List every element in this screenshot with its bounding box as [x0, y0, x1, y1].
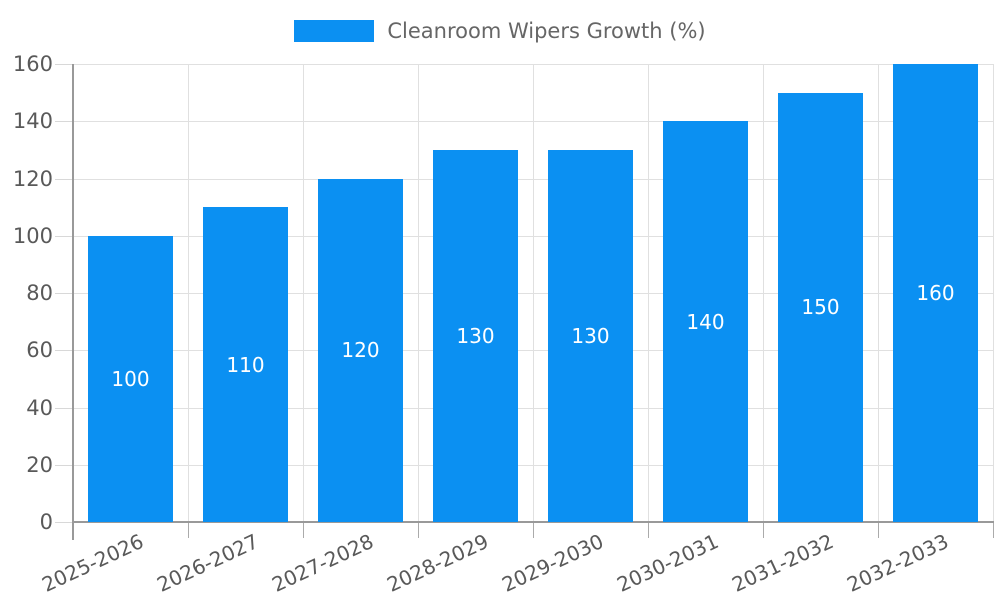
y-tick-label: 60 [26, 338, 53, 363]
x-tick-mark [418, 522, 419, 538]
x-tick-label: 2027-2028 [268, 529, 378, 597]
x-tick-mark [993, 522, 994, 538]
y-tick-mark [55, 178, 73, 180]
y-tick-label: 140 [12, 109, 53, 134]
y-tick-label: 0 [39, 510, 53, 534]
y-axis-line [72, 64, 74, 540]
y-tick-label: 160 [12, 52, 53, 76]
bar-value-label: 160 [916, 281, 955, 305]
y-tick-mark [55, 293, 73, 294]
x-tick-label: 2032-2033 [843, 529, 953, 597]
v-gridline [303, 64, 304, 522]
v-gridline [648, 64, 649, 522]
x-tick-label: 2026-2027 [153, 529, 263, 597]
bar-value-label: 140 [686, 309, 725, 334]
y-tick-label: 40 [26, 395, 53, 420]
bar-value-label: 130 [456, 323, 495, 348]
bar [433, 149, 518, 522]
v-gridline [188, 64, 189, 522]
bar [318, 178, 403, 522]
bar [548, 149, 633, 522]
y-tick-mark [55, 121, 73, 123]
x-tick-mark [303, 522, 304, 538]
y-tick-mark [55, 407, 73, 409]
y-tick-label: 80 [26, 281, 53, 305]
v-gridline [418, 64, 419, 522]
bar-value-label: 130 [571, 323, 610, 348]
x-tick-mark [648, 522, 649, 538]
x-axis-line [72, 521, 994, 523]
legend-swatch [294, 20, 375, 42]
v-gridline [878, 64, 879, 522]
y-tick-label: 120 [12, 166, 53, 191]
x-tick-label: 2031-2032 [728, 529, 838, 597]
bar-value-label: 110 [226, 352, 265, 377]
x-tick-mark [533, 522, 534, 538]
y-tick-mark [55, 235, 73, 237]
x-tick-mark [188, 522, 189, 538]
v-gridline [763, 64, 764, 522]
y-tick-mark [55, 350, 73, 352]
bar-value-label: 120 [341, 338, 380, 363]
x-tick-label: 2030-2031 [613, 529, 723, 597]
x-tick-mark [878, 522, 879, 538]
x-tick-label: 2029-2030 [498, 529, 608, 597]
y-tick-label: 20 [26, 452, 53, 477]
bar [893, 64, 978, 522]
v-gridline [993, 64, 994, 522]
x-tick-mark [763, 522, 764, 538]
v-gridline [533, 64, 534, 522]
y-tick-mark [55, 464, 73, 466]
bar [778, 92, 863, 522]
y-tick-label: 100 [12, 223, 53, 248]
legend: Cleanroom Wipers Growth (%) [0, 19, 1000, 43]
x-tick-label: 2025-2026 [38, 529, 148, 597]
x-tick-label: 2028-2029 [383, 529, 493, 597]
bar-value-label: 150 [801, 295, 840, 320]
bar [88, 235, 173, 522]
bar [663, 121, 748, 522]
y-tick-mark [55, 64, 73, 65]
y-tick-mark [55, 522, 73, 523]
bar-value-label: 100 [111, 366, 150, 391]
legend-label: Cleanroom Wipers Growth (%) [387, 19, 706, 43]
bar [203, 207, 288, 522]
